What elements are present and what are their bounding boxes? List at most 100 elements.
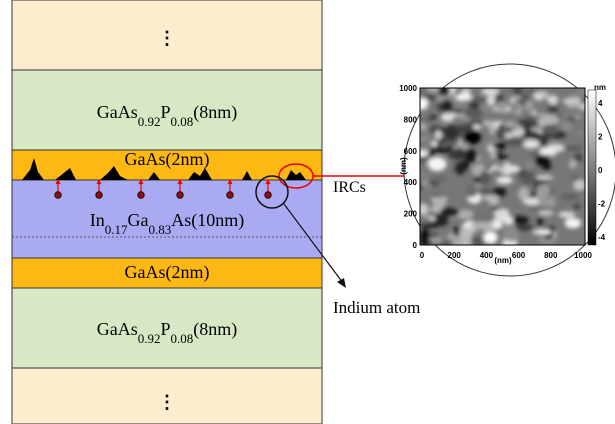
label-part: As(10nm) (171, 210, 244, 231)
texture (475, 210, 496, 223)
texture (420, 122, 427, 131)
texture (494, 165, 502, 171)
texture (420, 229, 430, 241)
texture (434, 130, 442, 141)
texture (560, 192, 579, 201)
texture (488, 198, 500, 207)
layer-label: GaAs(2nm) (125, 149, 210, 170)
texture (523, 100, 535, 112)
x-axis-label: (nm) (494, 256, 512, 265)
y-axis-label: (nm) (399, 157, 408, 175)
texture (478, 156, 498, 168)
texture (518, 187, 530, 201)
spacer-layer (11, 0, 323, 71)
colorbar-tick-label: 0 (598, 166, 603, 175)
texture (468, 97, 488, 104)
texture (522, 197, 542, 206)
texture (495, 155, 509, 160)
texture (491, 210, 506, 224)
texture (420, 155, 429, 163)
subscript: 0.08 (171, 331, 194, 346)
texture (573, 179, 585, 191)
texture (463, 107, 483, 119)
texture (563, 146, 583, 151)
label-part: In (90, 210, 105, 230)
layer-stack (11, 0, 323, 424)
label-part: GaAs(2nm) (125, 262, 210, 283)
texture (540, 139, 548, 146)
indium-atom (137, 191, 145, 199)
x-tick-label: 200 (448, 251, 462, 260)
texture (541, 127, 561, 134)
label-part: GaAs (97, 102, 138, 122)
ellipsis: ⋮ (158, 392, 176, 412)
texture (534, 175, 554, 180)
arrow-head (227, 179, 233, 184)
texture (488, 145, 495, 152)
texture (420, 223, 440, 229)
texture (503, 227, 520, 242)
subscript: 0.08 (171, 114, 194, 129)
texture (510, 105, 522, 112)
colorbar (587, 89, 597, 246)
gaasp-layer (11, 287, 323, 369)
layer-label: In0.17Ga0.83As(10nm) (90, 210, 245, 237)
texture (513, 223, 534, 232)
y-tick-label: 1000 (399, 84, 417, 93)
texture (516, 98, 527, 105)
texture (536, 184, 551, 198)
texture (456, 209, 474, 220)
texture (431, 174, 447, 184)
y-tick-label: 600 (404, 147, 418, 156)
subscript: 0.92 (138, 114, 161, 129)
indium-atom (54, 191, 62, 199)
irc-label: IRCs (333, 179, 366, 196)
texture (440, 239, 454, 245)
texture (564, 217, 582, 229)
texture (560, 121, 573, 133)
texture (536, 216, 544, 227)
texture (547, 104, 559, 113)
texture (574, 153, 583, 162)
texture (446, 94, 455, 100)
arrow-head (337, 278, 346, 288)
colorbar-tick-label: 4 (598, 99, 603, 108)
texture (488, 122, 496, 136)
texture (576, 130, 585, 136)
texture (573, 203, 581, 211)
label-part: P (160, 319, 170, 339)
texture (503, 215, 514, 226)
texture (523, 123, 531, 135)
texture (495, 101, 508, 111)
texture (502, 162, 512, 176)
colorbar-unit: nm (594, 83, 606, 92)
texture (441, 99, 453, 113)
afm-image (420, 88, 585, 245)
texture (425, 92, 437, 102)
texture (441, 112, 459, 118)
texture (455, 148, 466, 159)
x-tick-label: 1000 (574, 251, 592, 260)
texture (476, 150, 485, 157)
texture (420, 135, 430, 142)
y-tick-label: 400 (404, 178, 418, 187)
texture (481, 88, 499, 96)
texture (463, 130, 481, 145)
subscript: 0.92 (138, 331, 161, 346)
texture (455, 124, 475, 133)
texture (420, 109, 431, 120)
label-part: GaAs (97, 319, 138, 339)
indium-atom (176, 191, 184, 199)
ellipsis: ⋮ (158, 28, 176, 48)
texture (506, 136, 525, 147)
spacer-layer (11, 367, 323, 424)
arrow-head (177, 179, 183, 184)
texture (455, 93, 473, 101)
texture (469, 103, 480, 109)
texture (420, 203, 429, 216)
label-part: (8nm) (193, 319, 237, 340)
texture (539, 114, 560, 126)
texture (462, 149, 479, 163)
texture (525, 163, 533, 168)
arrow-head (55, 179, 61, 184)
